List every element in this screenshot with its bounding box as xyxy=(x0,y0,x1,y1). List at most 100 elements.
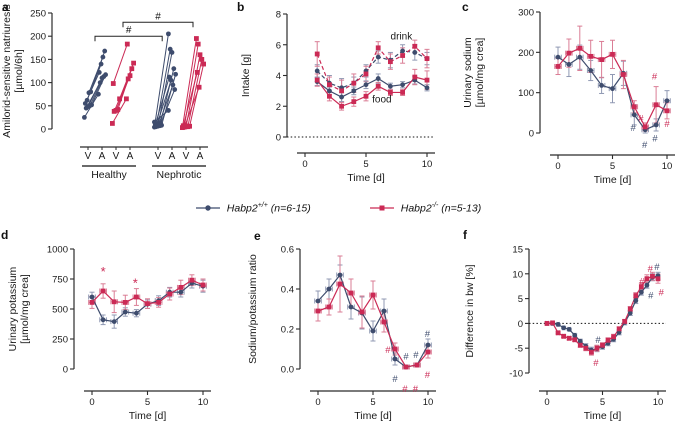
svg-text:A: A xyxy=(169,151,176,162)
svg-text:10: 10 xyxy=(198,397,209,408)
svg-text:Time [d]: Time [d] xyxy=(129,410,167,422)
svg-text:#: # xyxy=(595,335,601,346)
legend-item-habp2-wt: Habp2+/+ (n=6-15) xyxy=(195,201,311,215)
svg-text:A: A xyxy=(99,151,106,162)
svg-text:150: 150 xyxy=(30,55,46,66)
legend-label-wt: Habp2+/+ (n=6-15) xyxy=(226,201,311,215)
svg-text:0: 0 xyxy=(544,397,549,408)
svg-text:#: # xyxy=(648,291,654,302)
chart-c-urinary-sodium: 0 100 200 300 Urinary sodium [µmol/mg crea] 0 5… xyxy=(462,8,675,186)
panel-f: f -10 -5 0 5 10 15 Difference in bw [%] 0 5 10 Tim… xyxy=(455,226,676,429)
svg-text:#: # xyxy=(425,370,431,381)
svg-text:10: 10 xyxy=(653,397,664,408)
panel-letter-b: b xyxy=(237,0,245,14)
panel-c: c 0 100 200 300 Urinary sodium [µmol/mg crea]… xyxy=(455,0,676,196)
legend-marker-wt-icon xyxy=(195,205,220,211)
chart-e-sodium-potassium-ratio: 0.0 0.2 0.4 0.6 Sodium/potassium ratio 0 5 10 Ti… xyxy=(247,245,436,422)
svg-text:5: 5 xyxy=(610,161,615,172)
svg-text:0: 0 xyxy=(518,319,523,330)
svg-text:0: 0 xyxy=(529,129,534,140)
svg-text:Time [d]: Time [d] xyxy=(354,410,392,422)
svg-text:V: V xyxy=(85,151,92,162)
svg-text:#: # xyxy=(403,352,409,363)
svg-text:5: 5 xyxy=(145,397,150,408)
svg-text:0.6: 0.6 xyxy=(281,245,294,256)
svg-text:Urinary sodium: Urinary sodium xyxy=(462,37,474,108)
svg-text:#: # xyxy=(652,134,658,145)
svg-text:0: 0 xyxy=(555,161,560,172)
svg-text:food: food xyxy=(372,94,391,105)
svg-text:#: # xyxy=(639,277,645,288)
svg-text:Healthy: Healthy xyxy=(91,169,127,181)
chart-a-amiloride-natriuresis: 0 50 100 150 200 250 Amilorid-sensitive natriu… xyxy=(1,4,208,181)
svg-text:[µmol/mg crea]: [µmol/mg crea] xyxy=(474,38,486,108)
svg-text:1000: 1000 xyxy=(47,245,68,256)
svg-text:#: # xyxy=(402,384,408,395)
svg-text:10: 10 xyxy=(662,161,673,172)
panel-letter-e: e xyxy=(254,229,261,243)
panel-letter-c: c xyxy=(462,0,469,14)
svg-text:*: * xyxy=(133,275,138,290)
svg-text:Nephrotic: Nephrotic xyxy=(157,169,202,181)
svg-text:100: 100 xyxy=(30,78,46,89)
svg-text:-10: -10 xyxy=(509,369,523,380)
svg-text:A: A xyxy=(197,151,204,162)
svg-text:-5: -5 xyxy=(515,344,523,355)
svg-text:Time [d]: Time [d] xyxy=(584,410,622,422)
legend-item-habp2-ko: Habp2-/- (n=5-13) xyxy=(369,201,482,215)
svg-text:50: 50 xyxy=(35,101,46,112)
svg-text:Urinary potassium: Urinary potassium xyxy=(7,266,19,351)
svg-text:0: 0 xyxy=(89,397,94,408)
svg-text:Sodium/potassium ratio: Sodium/potassium ratio xyxy=(247,254,259,364)
svg-text:0: 0 xyxy=(63,365,68,376)
svg-text:5: 5 xyxy=(370,397,375,408)
svg-text:V: V xyxy=(155,151,162,162)
svg-text:500: 500 xyxy=(52,305,68,316)
svg-text:#: # xyxy=(642,140,648,151)
svg-text:V: V xyxy=(113,151,120,162)
svg-text:200: 200 xyxy=(30,32,46,43)
svg-text:10: 10 xyxy=(512,269,523,280)
svg-text:10: 10 xyxy=(423,397,434,408)
svg-text:V: V xyxy=(183,151,190,162)
panel-d: d 0 250 500 750 1000 Urinary potassium [µmol/m… xyxy=(0,226,230,429)
svg-text:#: # xyxy=(659,288,665,299)
panel-b: b 0 2 4 6 8 Intake [g] 0 5 10 Time [d] drink food xyxy=(225,0,455,196)
svg-text:100: 100 xyxy=(518,88,534,99)
legend-label-ko: Habp2-/- (n=5-13) xyxy=(400,201,482,215)
svg-text:15: 15 xyxy=(512,245,523,256)
figure-legend: Habp2+/+ (n=6-15) Habp2-/- (n=5-13) xyxy=(0,197,676,219)
svg-text:5: 5 xyxy=(363,159,368,170)
svg-text:#: # xyxy=(392,374,398,385)
svg-text:#: # xyxy=(413,384,419,395)
panel-e: e 0.0 0.2 0.4 0.6 Sodium/potassium ratio 0 5 10… xyxy=(230,226,460,429)
svg-text:A: A xyxy=(127,151,134,162)
svg-text:#: # xyxy=(155,11,161,22)
svg-text:#: # xyxy=(631,123,637,134)
svg-text:Amilorid-sensitive natriuresis: Amilorid-sensitive natriuresis xyxy=(1,4,13,138)
svg-text:0: 0 xyxy=(276,133,281,144)
chart-f-bodyweight-difference: -10 -5 0 5 10 15 Difference in bw [%] 0 5 10 Time … xyxy=(464,245,666,422)
svg-text:5: 5 xyxy=(518,294,523,305)
svg-text:*: * xyxy=(101,264,106,279)
svg-text:[µmol/6h]: [µmol/6h] xyxy=(13,49,25,92)
panel-letter-d: d xyxy=(1,228,9,242)
svg-text:250: 250 xyxy=(52,335,68,346)
svg-text:8: 8 xyxy=(276,10,281,21)
svg-text:250: 250 xyxy=(30,9,46,20)
svg-text:#: # xyxy=(648,264,654,275)
svg-text:0.4: 0.4 xyxy=(281,285,294,296)
chart-b-intake: 0 2 4 6 8 Intake [g] 0 5 10 Time [d] drink food xyxy=(240,10,435,184)
svg-text:Intake [g]: Intake [g] xyxy=(240,54,252,97)
svg-text:5: 5 xyxy=(600,397,605,408)
svg-text:#: # xyxy=(664,119,670,130)
svg-text:4: 4 xyxy=(276,71,281,82)
svg-text:0: 0 xyxy=(41,125,46,136)
svg-text:300: 300 xyxy=(518,8,534,19)
svg-text:#: # xyxy=(425,329,431,340)
svg-text:#: # xyxy=(593,358,599,369)
svg-text:drink: drink xyxy=(391,31,414,42)
svg-text:Time [d]: Time [d] xyxy=(347,172,385,184)
svg-text:Difference in bw [%]: Difference in bw [%] xyxy=(464,264,476,357)
svg-text:200: 200 xyxy=(518,48,534,59)
